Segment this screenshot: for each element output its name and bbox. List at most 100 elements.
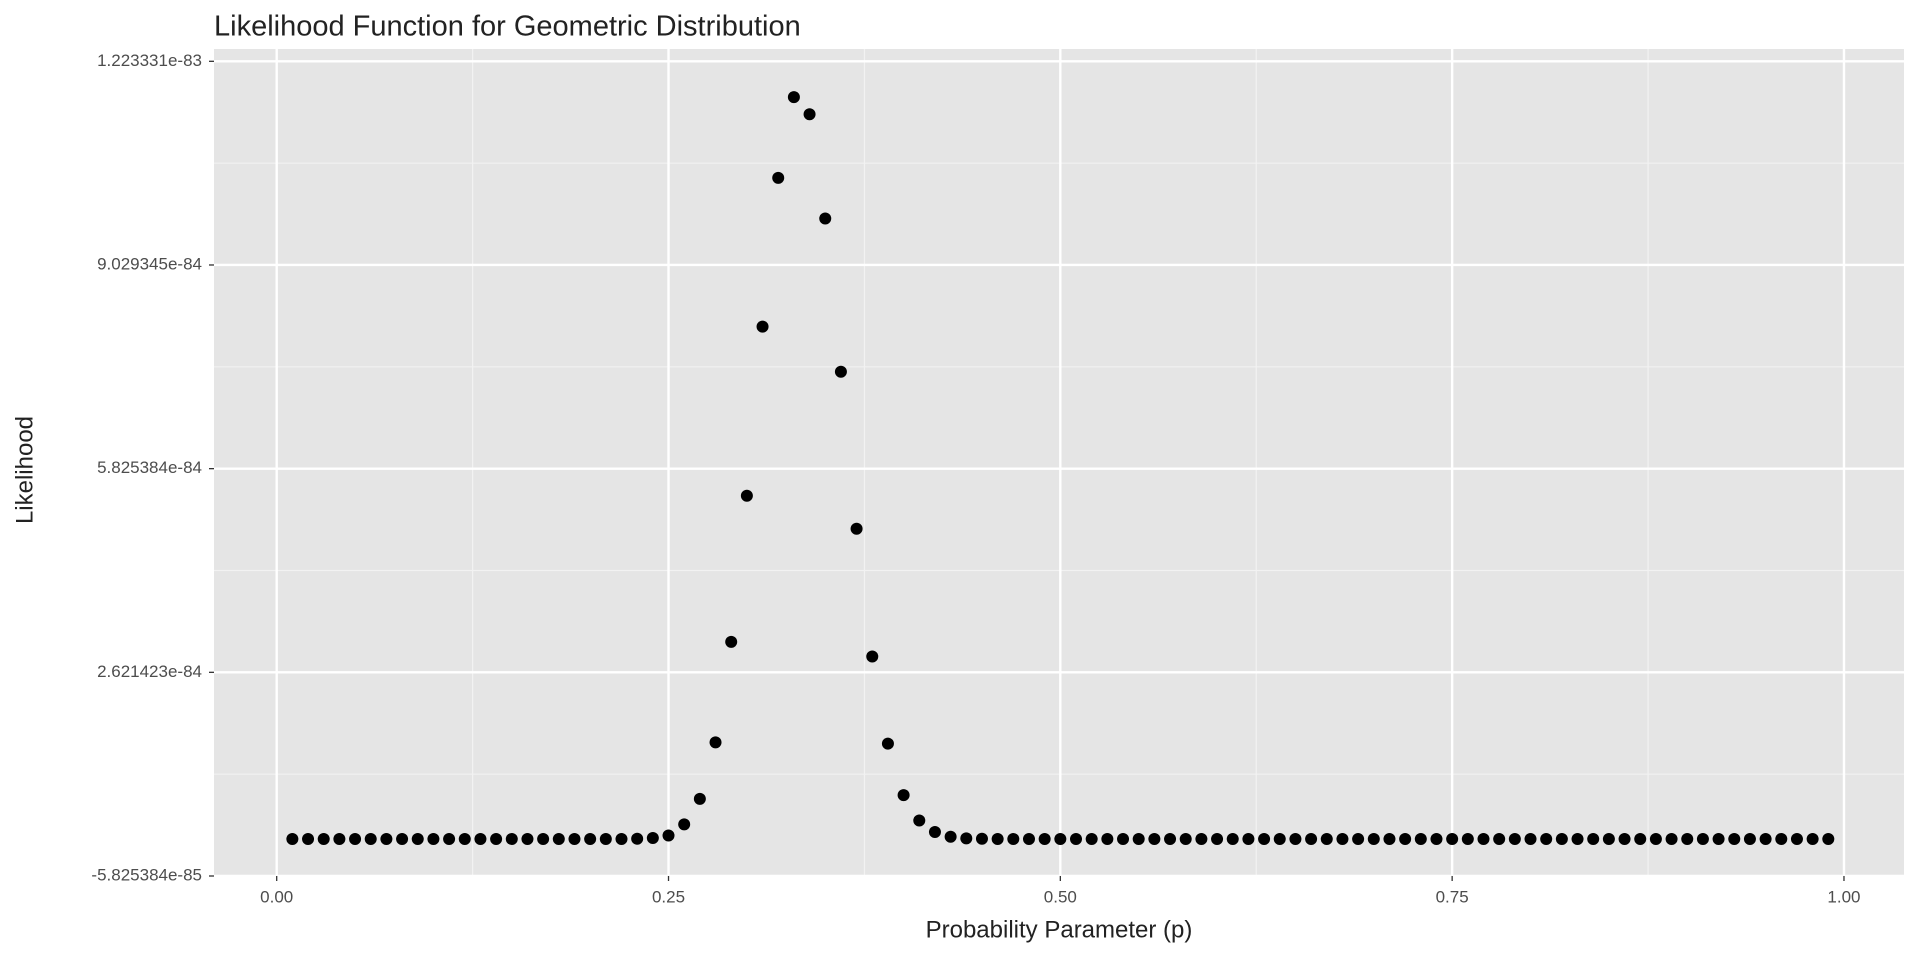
point xyxy=(709,736,722,749)
point xyxy=(1571,832,1584,845)
point xyxy=(1822,832,1835,845)
point xyxy=(1289,832,1302,845)
point xyxy=(772,171,785,184)
point xyxy=(631,832,644,845)
point xyxy=(1007,832,1020,845)
point xyxy=(960,832,973,845)
point xyxy=(1179,832,1192,845)
point xyxy=(1085,832,1098,845)
point xyxy=(1806,832,1819,845)
point xyxy=(913,814,926,827)
point xyxy=(1665,832,1678,845)
point xyxy=(1634,832,1647,845)
point xyxy=(1540,832,1553,845)
point xyxy=(537,832,550,845)
y-tick-label: 2.621423e-84 xyxy=(97,662,202,681)
point xyxy=(411,832,424,845)
point xyxy=(1211,832,1224,845)
x-tick-label: 0.50 xyxy=(1044,887,1077,906)
point xyxy=(1226,832,1239,845)
point xyxy=(552,832,565,845)
point xyxy=(834,365,847,378)
point xyxy=(443,832,456,845)
point xyxy=(1508,832,1521,845)
point xyxy=(1336,832,1349,845)
x-tick-label: 0.75 xyxy=(1436,887,1469,906)
point xyxy=(1242,832,1255,845)
point xyxy=(333,832,346,845)
panel xyxy=(214,49,1904,876)
point xyxy=(756,320,769,333)
point xyxy=(881,737,894,750)
y-tick-label: 1.223331e-83 xyxy=(97,51,202,70)
point xyxy=(317,832,330,845)
point xyxy=(1148,832,1161,845)
point xyxy=(975,832,988,845)
point xyxy=(1493,832,1506,845)
point xyxy=(1681,832,1694,845)
point xyxy=(396,832,409,845)
point xyxy=(1587,832,1600,845)
point xyxy=(302,832,315,845)
point xyxy=(693,792,706,805)
point xyxy=(1649,832,1662,845)
point xyxy=(1524,832,1537,845)
point xyxy=(1070,832,1083,845)
point xyxy=(991,832,1004,845)
point xyxy=(1117,832,1130,845)
point xyxy=(725,635,738,648)
point xyxy=(1775,832,1788,845)
point xyxy=(1430,832,1443,845)
point xyxy=(1383,832,1396,845)
point xyxy=(568,832,581,845)
point xyxy=(1555,832,1568,845)
point xyxy=(1399,832,1412,845)
point xyxy=(1461,832,1474,845)
point xyxy=(1038,832,1051,845)
point xyxy=(803,108,816,121)
point xyxy=(819,212,832,225)
point xyxy=(490,832,503,845)
x-tick-label: 0.00 xyxy=(260,887,293,906)
point xyxy=(1022,832,1035,845)
point xyxy=(1305,832,1318,845)
point xyxy=(458,832,471,845)
y-axis-title: Likelihood xyxy=(11,416,38,524)
point xyxy=(1132,832,1145,845)
point xyxy=(1273,832,1286,845)
point xyxy=(1618,832,1631,845)
point xyxy=(474,832,487,845)
point xyxy=(944,830,957,843)
chart-title: Likelihood Function for Geometric Distri… xyxy=(214,11,801,43)
point xyxy=(505,832,518,845)
point xyxy=(1367,832,1380,845)
x-tick-label: 1.00 xyxy=(1827,887,1860,906)
point xyxy=(286,832,299,845)
point xyxy=(897,789,910,802)
point xyxy=(866,650,879,663)
point xyxy=(646,832,659,845)
point xyxy=(787,91,800,104)
point xyxy=(1477,832,1490,845)
point xyxy=(928,825,941,838)
point xyxy=(427,832,440,845)
y-tick-label: 9.029345e-84 xyxy=(97,254,202,273)
point xyxy=(584,832,597,845)
point xyxy=(850,522,863,535)
point xyxy=(678,818,691,831)
point xyxy=(1164,832,1177,845)
x-axis-title: Probability Parameter (p) xyxy=(926,916,1193,943)
point xyxy=(349,832,362,845)
point xyxy=(615,832,628,845)
point xyxy=(1414,832,1427,845)
point xyxy=(599,832,612,845)
point xyxy=(1195,832,1208,845)
point xyxy=(1054,832,1067,845)
point xyxy=(1728,832,1741,845)
point xyxy=(1696,832,1709,845)
point xyxy=(662,829,675,842)
point xyxy=(1759,832,1772,845)
point xyxy=(1101,832,1114,845)
point xyxy=(1352,832,1365,845)
point xyxy=(1258,832,1271,845)
